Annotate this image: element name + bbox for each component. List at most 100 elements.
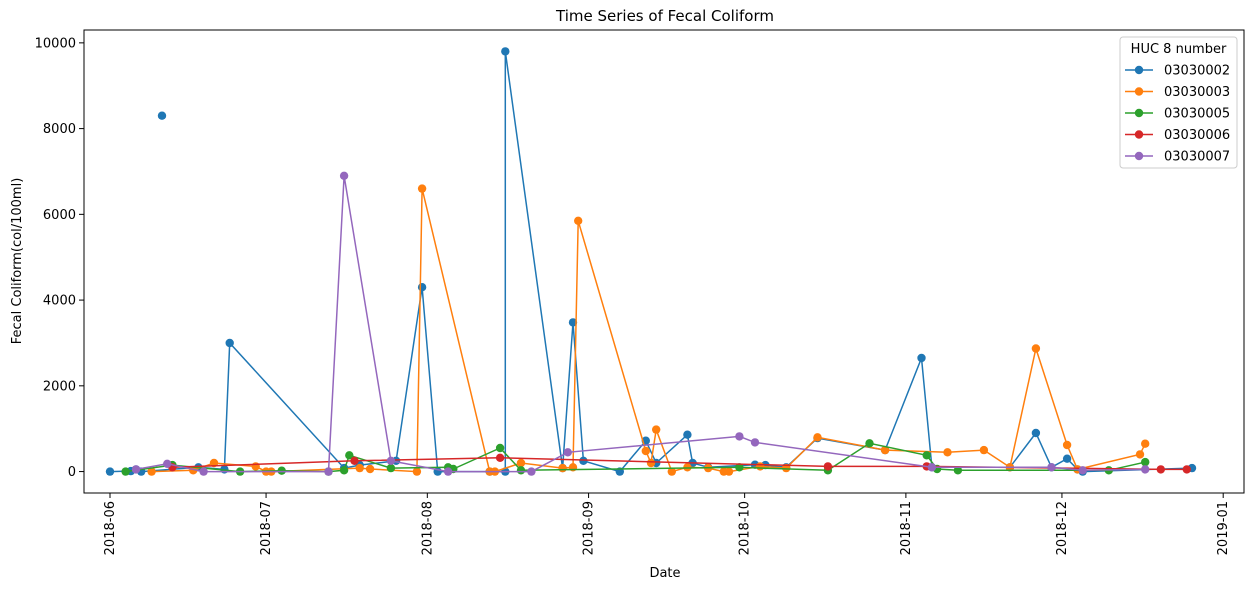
y-tick-label: 10000	[35, 36, 76, 51]
x-tick-label: 2018-09	[582, 501, 597, 555]
data-point	[865, 439, 874, 448]
data-point	[516, 458, 526, 468]
x-tick-label: 2018-06	[103, 501, 118, 555]
data-point	[1031, 428, 1041, 438]
data-point	[1078, 466, 1087, 475]
legend-entry: 03030005	[1164, 107, 1230, 122]
x-axis-label: Date	[649, 566, 680, 581]
y-tick-label: 6000	[43, 208, 76, 223]
legend-title: HUC 8 number	[1131, 42, 1227, 57]
data-point	[105, 467, 115, 476]
data-point	[345, 451, 354, 460]
data-point	[199, 467, 208, 476]
data-point	[1141, 457, 1150, 467]
x-tick-label: 2019-01	[1216, 501, 1231, 555]
data-point	[131, 465, 141, 474]
data-point	[386, 456, 396, 465]
legend-entry: 03030002	[1164, 64, 1230, 79]
series-03030002	[105, 47, 1197, 476]
data-point	[495, 453, 505, 462]
data-point	[412, 467, 422, 476]
x-tick-label: 2018-10	[738, 501, 753, 555]
data-point	[417, 184, 427, 193]
data-point	[157, 111, 167, 120]
data-point	[527, 467, 536, 476]
data-point	[516, 466, 526, 475]
data-point	[823, 462, 833, 471]
data-point	[917, 353, 926, 363]
data-point	[641, 446, 650, 456]
y-tick-label: 4000	[43, 294, 76, 309]
series-line	[151, 188, 1146, 473]
legend-swatch-marker	[1134, 87, 1144, 96]
y-axis-label: Fecal Coliform(col/100ml)	[10, 178, 25, 345]
data-point	[501, 47, 510, 56]
data-point	[750, 438, 760, 447]
data-point	[225, 338, 234, 348]
data-point	[683, 430, 692, 439]
legend-swatch-marker	[1134, 108, 1144, 118]
legend-entry: 03030007	[1164, 150, 1230, 165]
data-point	[365, 464, 375, 474]
data-point	[927, 463, 937, 472]
data-point	[558, 463, 567, 473]
legend-entry: 03030006	[1164, 128, 1230, 143]
data-point	[339, 466, 349, 475]
data-point	[443, 467, 453, 476]
data-point	[277, 466, 286, 475]
data-point	[1141, 465, 1150, 474]
legend-entry: 03030003	[1164, 85, 1230, 100]
data-point	[756, 462, 765, 471]
data-point	[147, 467, 156, 476]
series-03030003	[147, 184, 1150, 476]
series-line	[109, 51, 1193, 473]
series-line	[135, 175, 1146, 473]
data-point	[121, 467, 130, 476]
data-point	[355, 463, 364, 473]
data-point	[735, 432, 744, 441]
data-point	[495, 443, 505, 453]
x-tick-label: 2018-08	[420, 501, 435, 555]
y-tick-label: 8000	[43, 122, 76, 137]
data-point	[1182, 465, 1192, 474]
series-layer	[105, 47, 1197, 476]
data-point	[1062, 440, 1072, 450]
series-03030006	[168, 453, 1192, 474]
data-point	[386, 463, 396, 473]
x-tick-label: 2018-07	[259, 501, 274, 555]
data-point	[880, 445, 890, 455]
data-point	[953, 466, 963, 475]
legend-swatch-marker	[1134, 151, 1144, 161]
x-axis: 2018-06 2018-07 2018-08 2018-09 2018-10 2018-…	[103, 493, 1231, 555]
data-point	[350, 456, 359, 465]
plot-frame	[83, 29, 1245, 494]
y-tick-label: 2000	[43, 379, 76, 394]
data-point	[1047, 463, 1056, 472]
data-point	[922, 451, 931, 460]
legend-swatch-marker	[1134, 65, 1144, 75]
data-point	[735, 463, 744, 472]
data-point	[417, 283, 427, 292]
data-point	[579, 456, 588, 465]
legend: HUC 8 number 03030002 03030003 03030005 0303…	[1119, 36, 1238, 169]
data-point	[813, 433, 822, 442]
data-point	[563, 448, 572, 457]
legend-swatch-marker	[1134, 130, 1144, 139]
x-tick-label: 2018-11	[899, 501, 914, 555]
data-point	[568, 318, 578, 327]
x-tick-label: 2018-12	[1055, 501, 1070, 555]
chart-title: Time Series of Fecal Coliform	[555, 7, 774, 25]
data-point	[724, 467, 734, 476]
data-point	[324, 467, 333, 476]
y-tick-label: 0	[68, 465, 76, 480]
data-point	[251, 462, 260, 471]
data-point	[163, 459, 172, 468]
data-point	[1141, 439, 1150, 448]
data-point	[979, 445, 989, 455]
data-point	[652, 425, 661, 434]
series-03030007	[131, 171, 1150, 476]
y-axis: 0 2000 4000 6000 8000 10000	[35, 36, 84, 480]
data-point	[943, 448, 952, 457]
data-point	[1031, 344, 1041, 353]
